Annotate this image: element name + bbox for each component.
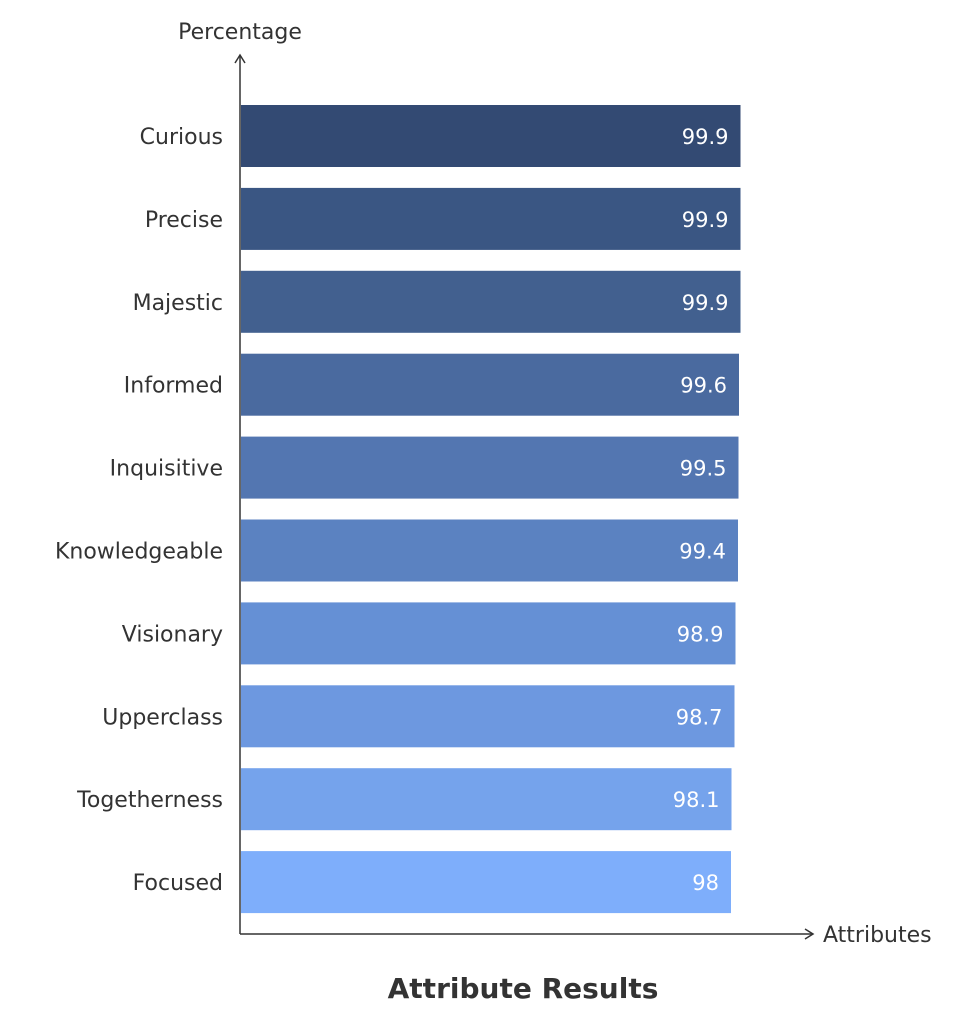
bar-precise xyxy=(241,187,741,250)
bars-group xyxy=(241,105,741,914)
bar-upperclass xyxy=(241,685,735,748)
bar-knowledgeable xyxy=(241,519,738,582)
bar-curious xyxy=(241,105,741,167)
value-label: 99.6 xyxy=(680,374,727,398)
category-label: Precise xyxy=(145,208,223,233)
value-label: 99.9 xyxy=(682,125,729,149)
value-label: 98.1 xyxy=(673,788,720,812)
value-label: 99.9 xyxy=(682,291,729,315)
category-label: Upperclass xyxy=(102,705,223,730)
value-labels-group: 99.9 99.9 99.9 99.6 99.5 99.4 98.9 98.7 98.1 98 xyxy=(673,125,729,895)
category-label: Knowledgeable xyxy=(55,540,223,565)
bar-visionary xyxy=(241,602,736,665)
bar-togetherness xyxy=(241,768,732,831)
y-axis-arrow-icon xyxy=(234,53,246,64)
value-label: 99.5 xyxy=(680,457,727,481)
value-label: 99.4 xyxy=(679,540,726,564)
value-label: 99.9 xyxy=(682,208,729,232)
category-label: Focused xyxy=(133,871,223,896)
category-label: Curious xyxy=(140,125,223,150)
x-axis-arrow-icon xyxy=(804,928,815,940)
bar-majestic xyxy=(241,270,741,333)
category-label: Togetherness xyxy=(76,788,223,813)
value-label: 98.7 xyxy=(676,705,723,729)
category-label: Informed xyxy=(124,374,223,399)
x-axis-title: Attributes xyxy=(823,923,932,948)
bar-inquisitive xyxy=(241,436,739,499)
bar-focused xyxy=(241,851,731,914)
value-label: 98 xyxy=(692,871,719,895)
y-axis-title: Percentage xyxy=(178,20,302,45)
value-label: 98.9 xyxy=(677,622,724,646)
category-label: Inquisitive xyxy=(110,457,223,482)
chart-title: Attribute Results xyxy=(388,972,659,1005)
category-labels-group: Curious Precise Majestic Informed Inquisitiv… xyxy=(55,125,223,896)
category-label: Visionary xyxy=(122,622,223,647)
category-label: Majestic xyxy=(133,291,223,316)
bar-informed xyxy=(241,353,739,416)
